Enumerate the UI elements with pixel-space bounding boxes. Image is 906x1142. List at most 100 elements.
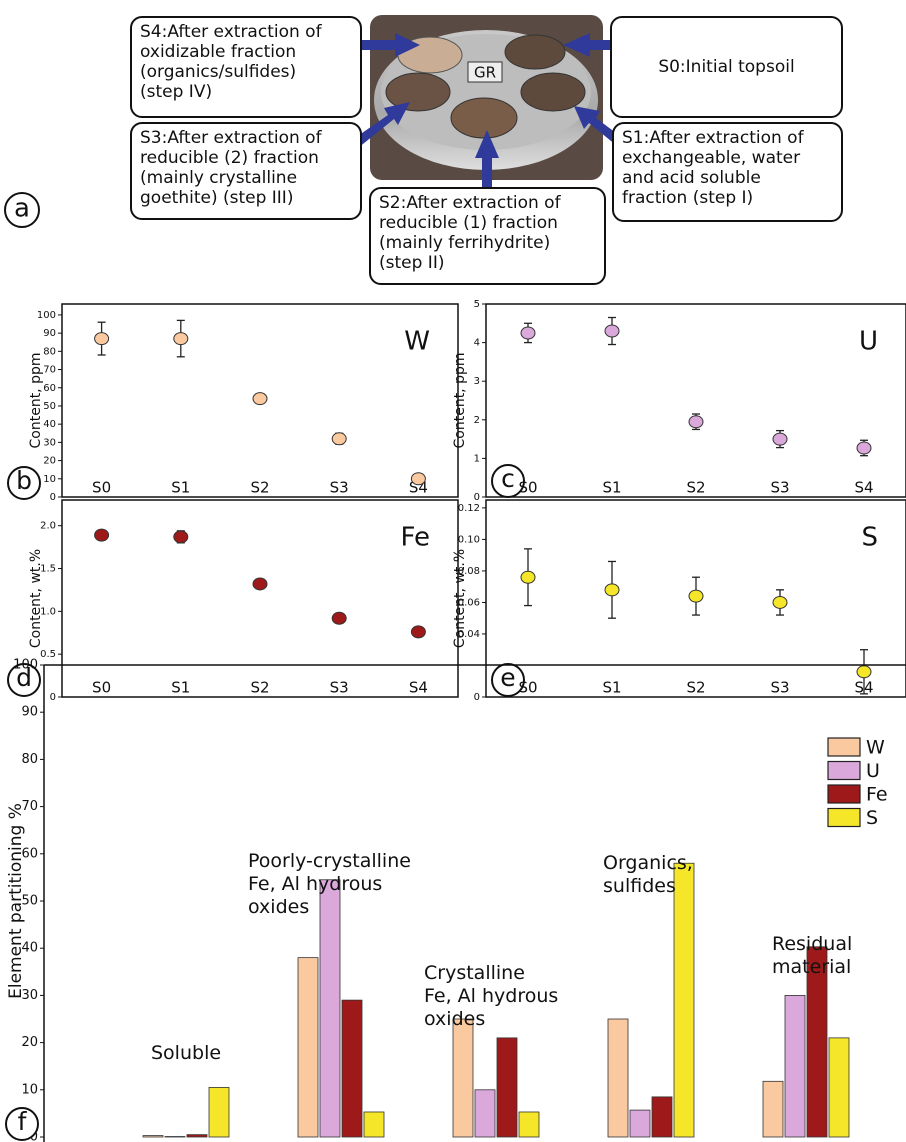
- x-tick-label: S0: [92, 679, 111, 697]
- y-tick-label: 2.0: [40, 521, 56, 532]
- x-tick-label: S2: [686, 679, 705, 697]
- y-tick-label: 80: [43, 346, 56, 357]
- point: [857, 666, 871, 678]
- panel-label: c: [501, 464, 515, 493]
- page: {"diagram": {"panel_label": "a", "center…: [0, 0, 906, 1142]
- y-tick-label: 70: [43, 365, 56, 376]
- y-tick-label: 90: [43, 328, 56, 339]
- group-label: Poorly-crystalline Fe, Al hydrous oxides: [248, 850, 411, 918]
- y-tick-label: 3: [474, 376, 480, 387]
- callout: S3:After extraction of reducible (2) fra…: [130, 122, 362, 220]
- bar: [298, 958, 318, 1137]
- sample-s1: [521, 73, 585, 111]
- x-tick-label: S3: [770, 679, 789, 697]
- x-tick-label: S0: [518, 679, 537, 697]
- panel-label: a: [14, 194, 30, 224]
- bar: [209, 1087, 229, 1137]
- bar: [187, 1135, 207, 1137]
- series-label: S: [861, 523, 878, 553]
- point: [689, 416, 703, 428]
- y-axis-label: Content, wt.%: [452, 549, 468, 648]
- y-axis-label: Content, ppm: [28, 353, 44, 449]
- point: [253, 578, 267, 590]
- x-tick-label: S0: [92, 479, 111, 497]
- legend-swatch: [828, 762, 860, 780]
- point: [411, 473, 425, 485]
- legend-label: U: [866, 760, 880, 782]
- y-tick-label: 0: [50, 692, 56, 703]
- y-tick-label: 60: [43, 383, 56, 394]
- point: [174, 333, 188, 345]
- x-tick-label: S1: [602, 479, 621, 497]
- x-tick-label: S3: [330, 479, 349, 497]
- group-label: Residual material: [772, 933, 852, 979]
- panel-label: e: [500, 663, 515, 692]
- bar: [763, 1081, 783, 1137]
- y-tick-label: 100: [13, 658, 38, 673]
- x-tick-label: S2: [686, 479, 705, 497]
- x-tick-label: S1: [171, 479, 190, 497]
- point: [174, 531, 188, 543]
- callout: S4:After extraction of oxidizable fracti…: [130, 16, 362, 118]
- x-tick-label: S4: [854, 479, 873, 497]
- plot-frame: [62, 500, 458, 697]
- y-axis-label: Element partitioning %: [6, 803, 26, 999]
- bar: [652, 1097, 672, 1137]
- y-tick-label: 10: [21, 1082, 38, 1097]
- x-tick-label: S1: [171, 679, 190, 697]
- y-tick-label: 0: [50, 492, 56, 503]
- y-tick-label: 10: [43, 474, 56, 485]
- y-tick-label: 20: [43, 456, 56, 467]
- y-tick-label: 0.5: [40, 649, 56, 660]
- y-tick-label: 2: [474, 415, 480, 426]
- series-label: U: [859, 327, 878, 357]
- gr-label: GR: [474, 64, 496, 82]
- sample-s2: [451, 98, 517, 138]
- legend-label: Fe: [866, 784, 888, 806]
- y-tick-label: 40: [43, 419, 56, 430]
- legend-swatch: [828, 738, 860, 756]
- point: [773, 596, 787, 608]
- y-tick-label: 80: [21, 752, 38, 767]
- y-tick-label: 1: [474, 453, 480, 464]
- bar: [785, 995, 805, 1137]
- callout: S1:After extraction of exchangeable, wat…: [612, 122, 843, 222]
- y-tick-label: 20: [21, 1035, 38, 1050]
- point: [411, 626, 425, 638]
- y-tick-label: 0: [474, 692, 480, 703]
- point: [857, 442, 871, 454]
- x-tick-label: S3: [330, 679, 349, 697]
- bar: [608, 1019, 628, 1137]
- legend-label: S: [866, 807, 878, 829]
- point: [95, 529, 109, 541]
- point: [605, 584, 619, 596]
- y-tick-label: 5: [474, 299, 480, 310]
- x-tick-label: S1: [602, 679, 621, 697]
- y-axis-label: Content, wt.%: [28, 549, 44, 648]
- bar: [497, 1038, 517, 1137]
- y-tick-label: 50: [43, 401, 56, 412]
- legend-swatch: [828, 809, 860, 827]
- panel-label: f: [18, 1107, 28, 1136]
- point: [332, 612, 346, 624]
- point: [521, 571, 535, 583]
- sample-s0: [505, 35, 565, 69]
- y-tick-label: 100: [37, 310, 56, 321]
- y-tick-label: 0: [474, 492, 480, 503]
- y-axis-label: Content, ppm: [452, 353, 468, 449]
- bar: [829, 1038, 849, 1137]
- sample-s3: [386, 73, 450, 111]
- group-label: Soluble: [151, 1042, 221, 1065]
- series-label: W: [404, 327, 430, 357]
- callout: S0:Initial topsoil: [610, 16, 843, 118]
- point: [521, 327, 535, 339]
- bar: [519, 1112, 539, 1137]
- bar: [143, 1136, 163, 1137]
- bar: [674, 863, 694, 1137]
- point: [253, 393, 267, 405]
- group-label: Crystalline Fe, Al hydrous oxides: [424, 962, 558, 1030]
- group-label: Organics, sulfides: [603, 852, 693, 898]
- bar: [475, 1090, 495, 1137]
- y-tick-label: 4: [474, 338, 480, 349]
- bar: [342, 1000, 362, 1137]
